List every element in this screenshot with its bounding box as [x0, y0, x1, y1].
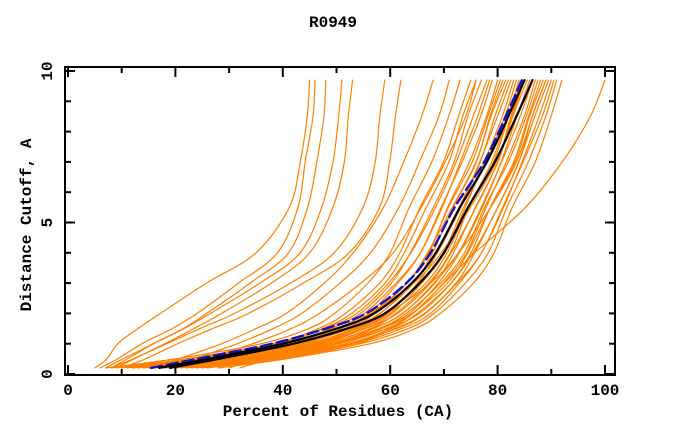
black-best-model-1-curve [158, 79, 526, 369]
model-38-curve [201, 79, 552, 369]
model-37-curve [174, 79, 550, 369]
model-44-curve [217, 79, 606, 369]
model-07-curve [121, 79, 402, 369]
model-08-curve [148, 79, 434, 369]
model-curves-layer [94, 78, 606, 370]
plot-frame [64, 66, 616, 376]
x-axis-label: Percent of Residues (CA) [223, 403, 453, 421]
y-tick-label: 5 [39, 218, 57, 228]
model-09-curve [164, 79, 450, 369]
model-01-curve [94, 79, 311, 369]
axes-layer [64, 66, 616, 376]
x-tick-label: 20 [166, 382, 185, 400]
model-41-curve [217, 79, 563, 369]
model-04-curve [105, 79, 343, 369]
model-11-curve [105, 79, 461, 369]
model-35-curve [169, 79, 544, 369]
model-06-curve [110, 79, 386, 369]
model-39-curve [185, 79, 555, 369]
x-tick-label: 60 [381, 382, 400, 400]
tick-labels-layer: 0 20 40 60 80 100 0 5 10 [39, 61, 619, 400]
model-43-curve [239, 79, 547, 369]
x-tick-label: 40 [273, 382, 292, 400]
model-02-curve [99, 79, 316, 369]
y-tick-label: 10 [39, 61, 57, 80]
model-33-curve [164, 79, 539, 369]
model-17-curve [126, 79, 493, 369]
black-best-model-2-curve [168, 79, 534, 369]
model-27-curve [148, 79, 523, 369]
y-axis-label: Distance Cutoff, A [18, 138, 36, 311]
chart-title: R0949 [309, 14, 357, 32]
x-tick-label: 80 [488, 382, 507, 400]
blue-dashed-model-curve [150, 78, 523, 370]
x-tick-label: 100 [591, 382, 620, 400]
x-tick-label: 0 [63, 382, 73, 400]
y-tick-label: 0 [39, 369, 57, 379]
